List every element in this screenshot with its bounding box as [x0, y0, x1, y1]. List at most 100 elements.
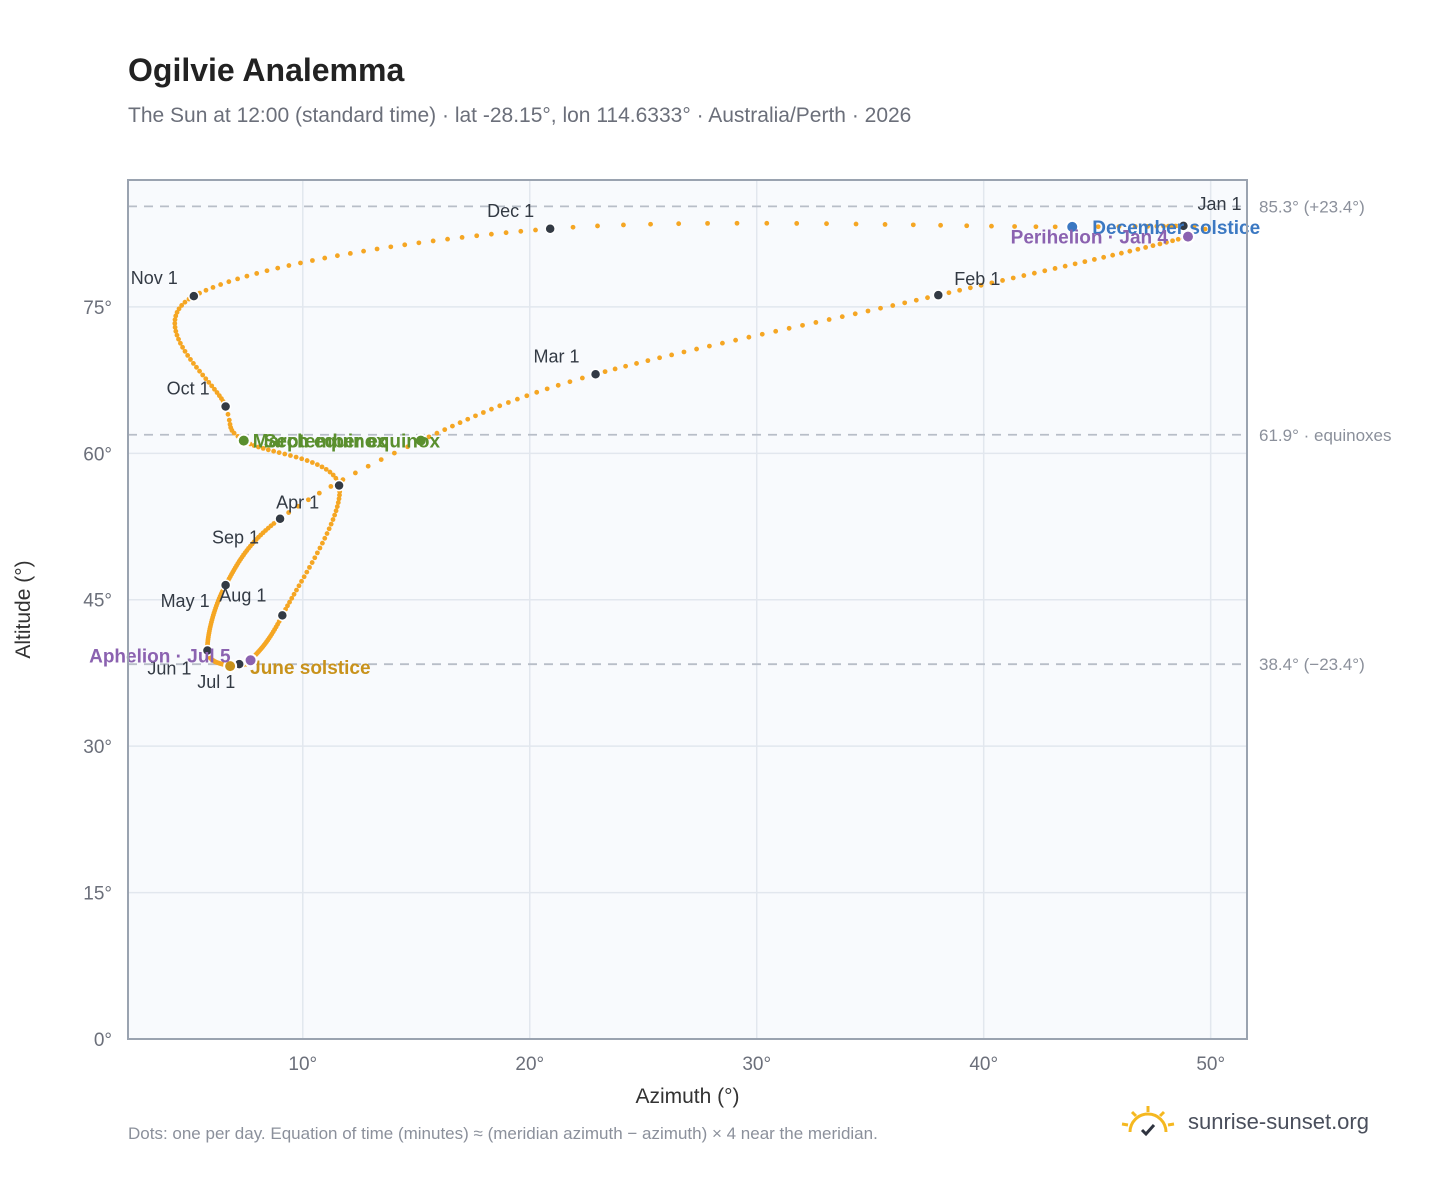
day-dot: [882, 222, 888, 227]
day-dot: [323, 466, 329, 472]
day-dot: [1202, 226, 1208, 232]
day-dot: [1143, 245, 1149, 250]
day-dot: [206, 379, 212, 385]
day-dot: [759, 331, 765, 337]
day-dot: [746, 334, 752, 340]
day-dot: [307, 564, 312, 570]
day-dot: [1191, 224, 1197, 230]
day-dot: [1127, 248, 1133, 254]
month-label: Aug 1: [219, 585, 266, 605]
day-dot: [853, 221, 859, 227]
day-dot: [450, 423, 455, 429]
day-dot: [579, 375, 585, 381]
day-dot: [1031, 270, 1037, 276]
day-dot: [773, 328, 779, 334]
day-dot: [595, 223, 600, 229]
day-dot: [203, 376, 209, 382]
day-dot: [176, 306, 182, 312]
day-dot: [645, 358, 651, 364]
day-dot: [634, 361, 639, 366]
day-dot: [681, 349, 687, 355]
x-tick-label: 20°: [515, 1054, 544, 1075]
day-dot: [416, 240, 422, 246]
x-tick-label: 50°: [1196, 1054, 1225, 1075]
x-tick-label: 10°: [288, 1054, 317, 1075]
day-dot: [786, 325, 792, 331]
day-dot: [669, 352, 675, 358]
day-dot: [1173, 223, 1178, 229]
day-dot: [826, 317, 832, 322]
day-dot: [172, 321, 178, 326]
day-dot: [824, 221, 829, 227]
day-dot: [326, 526, 332, 532]
footnote: Dots: one per day. Equation of time (min…: [128, 1124, 878, 1143]
month-markers: Jan 1 Feb 1 Mar 1 Apr 1 May 1 Jun 1 Jul 1 Aug 1…: [131, 194, 1242, 692]
day-dot: [214, 390, 220, 395]
month-label: Dec 1: [487, 201, 534, 221]
day-dot: [457, 420, 463, 426]
chart-subtitle: The Sun at 12:00 (standard time) · lat -…: [128, 104, 912, 127]
day-dot: [497, 403, 503, 409]
y-axis-label: Altitude (°): [12, 560, 35, 658]
day-dot: [720, 340, 725, 346]
day-dot: [304, 569, 310, 575]
event-label: December solstice: [1092, 218, 1260, 239]
event-label: Perihelion · Jan 4: [1011, 228, 1169, 249]
day-dot: [706, 343, 712, 349]
day-dot: [405, 444, 411, 450]
day-dot: [657, 355, 662, 361]
event-marker: [1180, 229, 1195, 244]
reference-line-label: 85.3° (+23.4°): [1259, 197, 1365, 216]
day-dot: [533, 227, 538, 233]
day-dot: [938, 222, 943, 228]
month-label: Jan 1: [1197, 194, 1241, 214]
day-dot: [286, 263, 292, 268]
day-dot: [388, 244, 394, 250]
day-dot: [174, 309, 180, 315]
event-label: Aphelion · Jul 5: [89, 646, 231, 667]
day-dot: [567, 379, 573, 385]
day-dot: [227, 421, 233, 427]
event-marker: [413, 433, 428, 448]
day-dot: [524, 393, 530, 399]
day-dot: [194, 364, 199, 370]
month-label: Mar 1: [534, 346, 580, 366]
day-dot: [327, 469, 333, 475]
day-dot: [555, 382, 561, 388]
brand[interactable]: sunrise-sunset.org: [1120, 1104, 1369, 1140]
day-dot: [518, 228, 524, 234]
day-dot: [209, 383, 215, 389]
day-dot: [182, 348, 188, 354]
day-dot: [1145, 223, 1150, 229]
event-label: September equinox: [264, 432, 441, 453]
day-dot: [330, 472, 336, 478]
day-dot: [275, 265, 281, 271]
day-dot: [1052, 224, 1058, 230]
day-dot: [173, 328, 179, 334]
plot-area: [128, 180, 1247, 1039]
month-label: Nov 1: [131, 268, 178, 288]
brand-name: sunrise-sunset.org: [1188, 1109, 1369, 1134]
day-dot: [505, 400, 511, 405]
day-dot: [570, 224, 576, 230]
plot-frame: [127, 179, 1248, 1040]
day-dot: [332, 512, 338, 518]
x-tick-label: 40°: [969, 1054, 998, 1075]
day-dot: [319, 464, 325, 470]
month-label: Oct 1: [167, 378, 210, 398]
day-dot: [514, 396, 520, 402]
day-dot: [1042, 268, 1048, 274]
sun-logo-icon: [1121, 1106, 1175, 1137]
day-dot: [276, 450, 282, 455]
month-label: Jun 1: [147, 658, 191, 678]
day-dot: [218, 282, 224, 287]
day-dot: [309, 560, 315, 565]
day-dot: [324, 531, 330, 536]
day-dot: [913, 297, 919, 303]
event-marker: [223, 659, 238, 674]
day-dot: [328, 521, 334, 527]
day-dot: [361, 248, 366, 254]
month-marker: [932, 289, 945, 301]
